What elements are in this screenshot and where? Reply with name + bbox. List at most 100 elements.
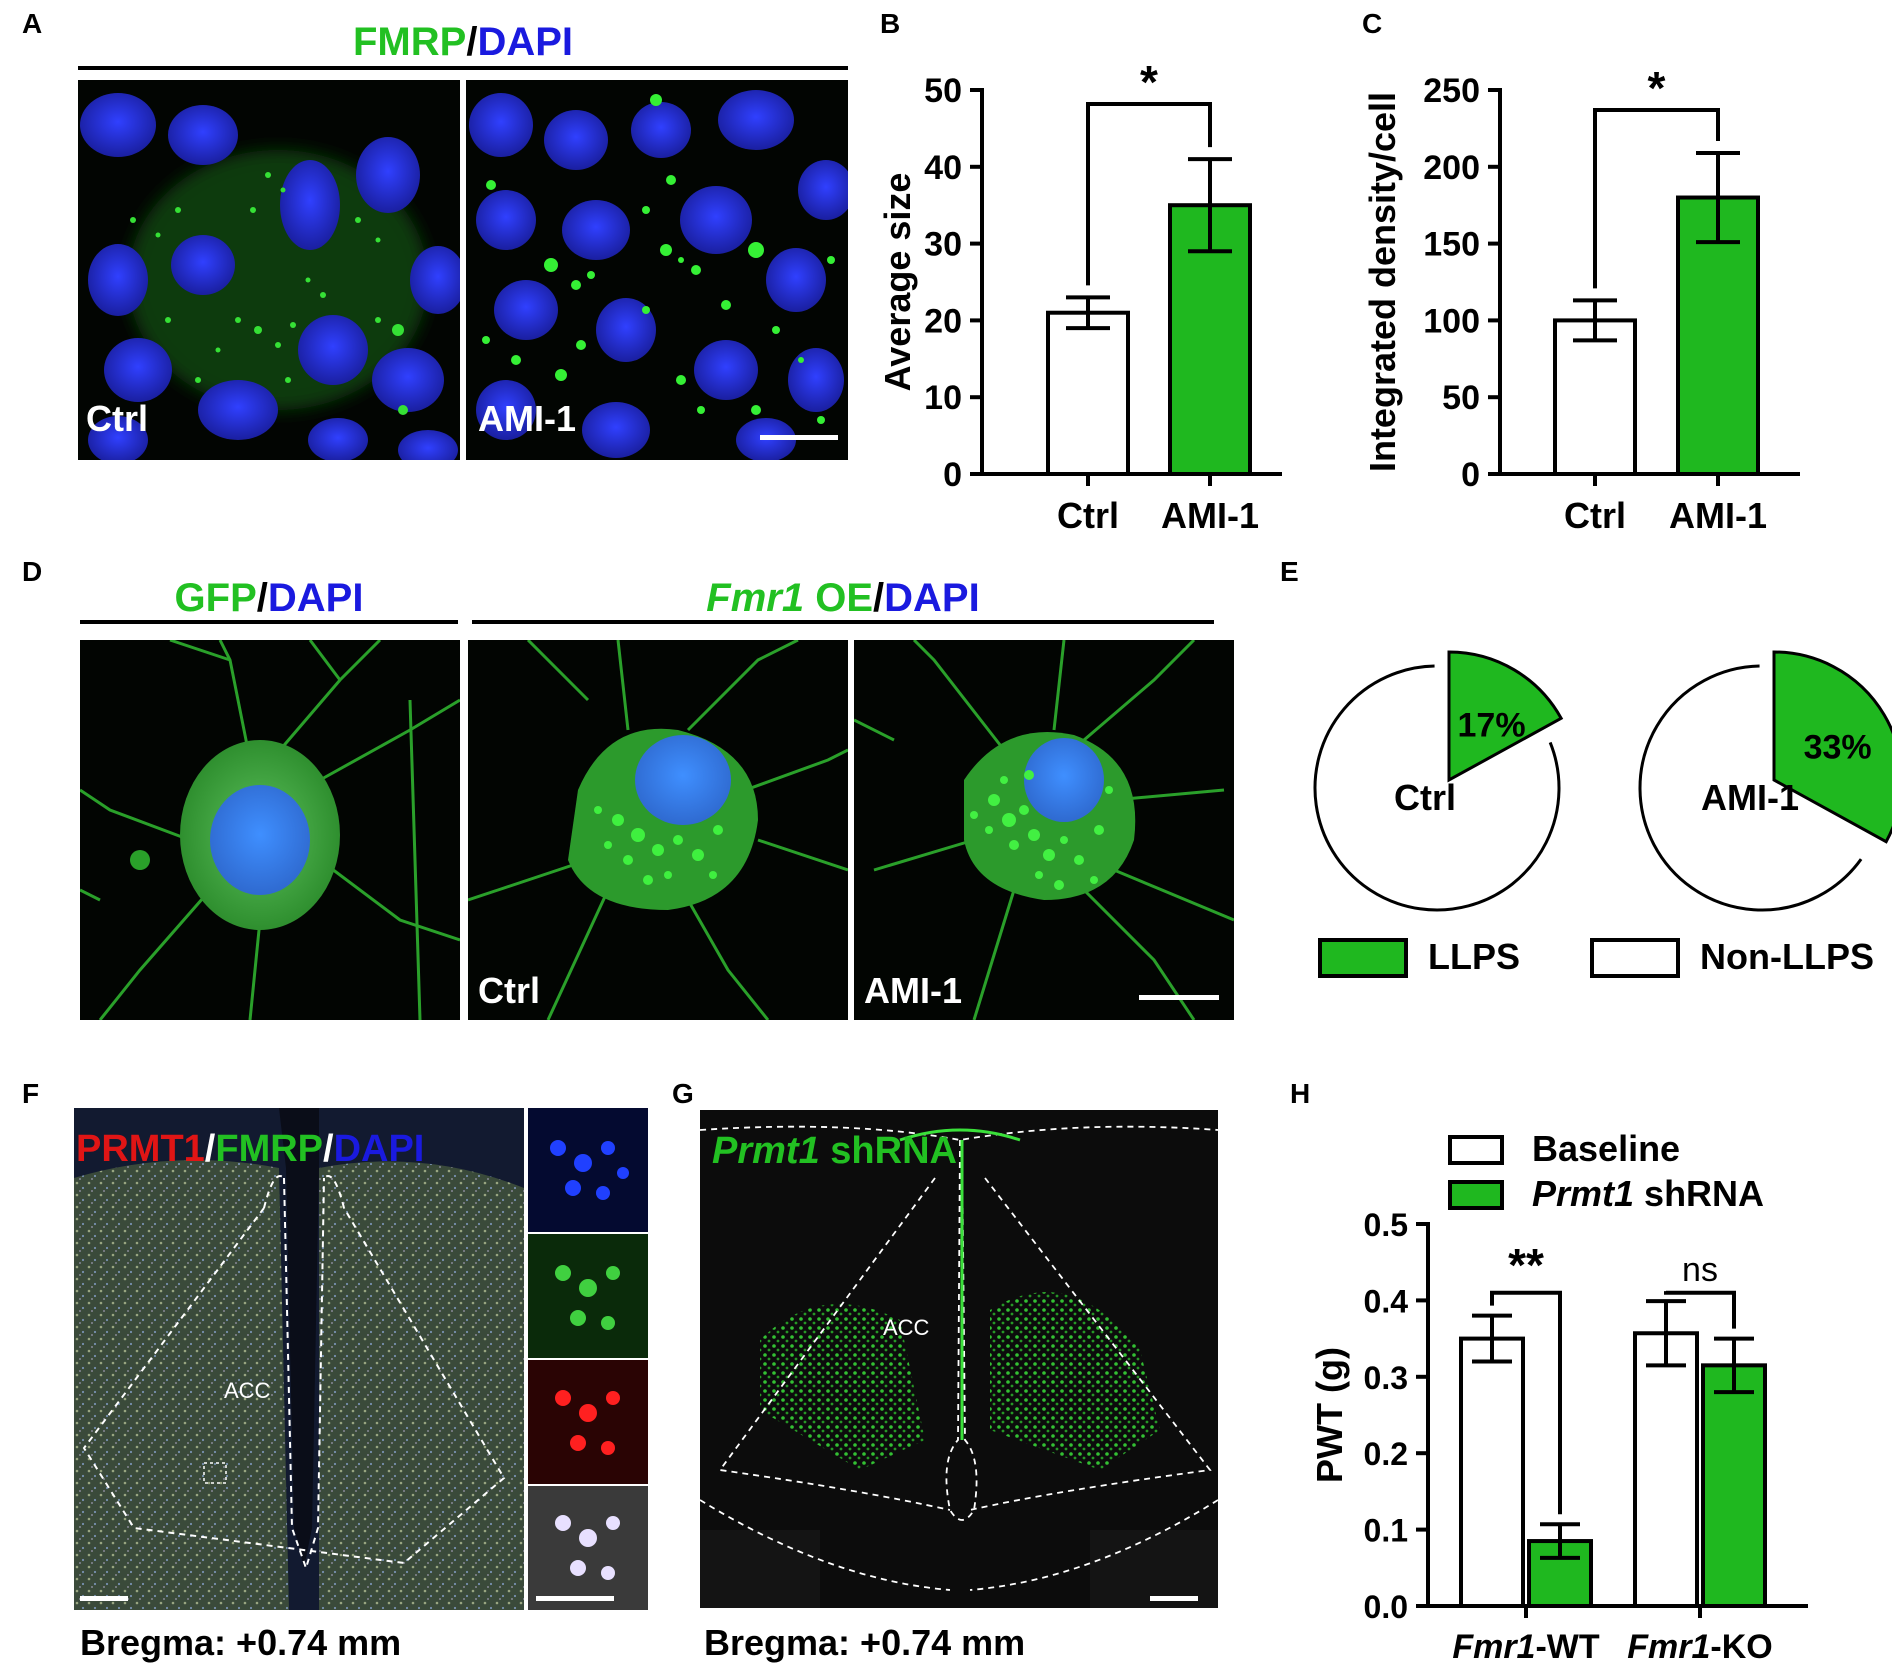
- panel-g-bregma: Bregma: +0.74 mm: [704, 1622, 1026, 1663]
- fmrp-label: FMRP: [215, 1128, 324, 1170]
- prmt1-fmrp-dapi-section-image: ACC: [74, 1108, 524, 1610]
- ami1-label: AMI-1: [864, 970, 962, 1011]
- panel-d-ami1-neuron: AMI-1: [854, 640, 1234, 1020]
- separator: /: [323, 1128, 334, 1170]
- y-axis-label: PWT (g): [1309, 1347, 1350, 1483]
- y-tick-label: 40: [924, 149, 962, 187]
- panel-label-d: D: [22, 556, 43, 587]
- panel-f-brain-section: ACC PRMT1/FMRP/DAPI: [74, 1108, 524, 1610]
- significance-label: *: [1648, 62, 1666, 114]
- acc-region-label: ACC: [883, 1315, 930, 1340]
- bar-prmt1-shrna: [1527, 1539, 1593, 1608]
- gfp-neuron-image: [80, 640, 460, 1020]
- panel-label-c: C: [1362, 8, 1383, 39]
- ami1-cells-image: [469, 90, 848, 460]
- panel-a-header-line: [78, 66, 848, 70]
- prmt1-label: PRMT1: [76, 1128, 205, 1170]
- y-axis-label: Integrated density/cell: [1362, 92, 1403, 472]
- panel-d-gfp-neuron: [80, 640, 460, 1020]
- pie-llps-slice: [1447, 650, 1564, 783]
- panel-a-ctrl-micrograph: Ctrl: [78, 80, 460, 460]
- pie-non-llps-slice: [1638, 664, 1863, 912]
- x-tick-label: AMI-1: [1669, 495, 1767, 536]
- scale-bar: [760, 435, 838, 440]
- significance-bracket: [1086, 102, 1212, 286]
- ctrl-label: Ctrl: [478, 970, 540, 1011]
- x-tick-label: Ctrl: [1564, 495, 1626, 536]
- y-tick-label: 200: [1423, 149, 1480, 187]
- fmrp-label: FMRP: [352, 20, 467, 64]
- legend-swatch-non-llps: [1590, 938, 1680, 978]
- dapi-label: DAPI: [333, 1128, 425, 1170]
- panel-d-header-left: GFP/DAPI: [80, 576, 458, 621]
- panel-f-header: PRMT1/FMRP/DAPI: [76, 1128, 424, 1171]
- panel-g-brain-section: ACC Prmt1 shRNA: [700, 1110, 1218, 1608]
- significance-label: **: [1508, 1239, 1544, 1291]
- dapi-label: DAPI: [884, 576, 980, 620]
- legend-label-baseline: Baseline: [1532, 1128, 1681, 1169]
- y-tick-label: 250: [1423, 72, 1480, 110]
- legend-swatch-llps: [1318, 938, 1408, 978]
- panel-f-inset-column: [526, 1108, 648, 1610]
- panel-label-a: A: [22, 8, 43, 39]
- inset-channels-image: [528, 1108, 648, 1610]
- separator: /: [204, 1128, 216, 1170]
- ctrl-label: Ctrl: [86, 398, 148, 439]
- significance-bracket: [1593, 108, 1720, 289]
- panel-label-f: F: [22, 1078, 40, 1109]
- chart-e-llps-pies: 17%Ctrl 33%AMI-1: [1313, 650, 1892, 912]
- legend-label-non-llps: Non-LLPS: [1700, 936, 1874, 977]
- shrna-label: shRNA: [819, 1130, 957, 1172]
- y-tick-label: 0.5: [1364, 1207, 1408, 1243]
- panel-d-header-right: Fmr1 OE/DAPI: [472, 576, 1214, 621]
- separator: /: [256, 576, 268, 620]
- pie-non-llps-slice: [1313, 664, 1561, 912]
- panel-label-b: B: [880, 8, 901, 39]
- y-tick-label: 0.3: [1364, 1360, 1408, 1396]
- gfp-label: GFP: [174, 576, 257, 620]
- fmr1-oe-ctrl-neuron-image: [468, 640, 848, 1020]
- significance-bracket: [1664, 1290, 1736, 1329]
- significance-label: ns: [1682, 1251, 1718, 1289]
- prmt1-label: Prmt1: [712, 1130, 820, 1172]
- bar-ctrl: [1553, 318, 1637, 476]
- x-tick-label: AMI-1: [1161, 495, 1259, 536]
- significance-label: *: [1140, 56, 1158, 108]
- dapi-label: DAPI: [477, 20, 574, 64]
- y-tick-label: 0: [1461, 456, 1480, 494]
- significance-bracket: [1490, 1290, 1562, 1515]
- y-tick-label: 50: [1442, 379, 1480, 417]
- bar-prmt1-shrna: [1701, 1363, 1767, 1608]
- chart-h-pwt: 0.0 0.1 0.2 0.3 0.4 0.5 ** Fmr1-WT ns Fmr1-KO PWT …: [1309, 1207, 1808, 1666]
- scale-bar: [1139, 995, 1219, 1000]
- separator: /: [873, 576, 885, 620]
- panel-a-ami1-micrograph: AMI-1: [466, 80, 848, 460]
- bar-baseline: [1459, 1336, 1525, 1608]
- legend-label-llps: LLPS: [1428, 936, 1521, 977]
- legend-swatch-baseline: [1448, 1135, 1504, 1165]
- panel-f-bregma: Bregma: +0.74 mm: [80, 1622, 402, 1663]
- y-tick-label: 100: [1423, 302, 1480, 340]
- pie-name-label: Ctrl: [1394, 777, 1456, 818]
- panel-label-h: H: [1290, 1078, 1311, 1109]
- pie-name-label: AMI-1: [1701, 777, 1799, 818]
- chart-b-average-size: 0 10 20 30 40 50 Ctrl AMI-1 * Average size: [877, 56, 1282, 536]
- ctrl-cells-image: [80, 93, 460, 460]
- chart-c-integrated-density: 0 50 100 150 200 250 Ctrl AMI-1 * Integrated dens…: [1362, 62, 1800, 536]
- panel-d-header-line-left: [80, 620, 458, 624]
- y-tick-label: 0.4: [1364, 1283, 1409, 1319]
- fmr1-label: Fmr1: [706, 576, 805, 620]
- y-tick-label: 0.1: [1364, 1513, 1408, 1549]
- x-tick-label: Ctrl: [1057, 495, 1119, 536]
- pie-percent-label: 17%: [1458, 707, 1526, 745]
- pie-percent-label: 33%: [1804, 728, 1872, 766]
- ami1-label: AMI-1: [478, 398, 576, 439]
- acc-region-label: ACC: [224, 1378, 271, 1403]
- panel-a-header: FMRP/DAPI: [78, 20, 848, 65]
- panel-label-e: E: [1280, 556, 1299, 587]
- y-tick-label: 10: [924, 379, 962, 417]
- panel-label-g: G: [672, 1078, 694, 1109]
- separator: /: [466, 20, 478, 64]
- y-tick-label: 0: [943, 456, 962, 494]
- y-tick-label: 50: [924, 72, 962, 110]
